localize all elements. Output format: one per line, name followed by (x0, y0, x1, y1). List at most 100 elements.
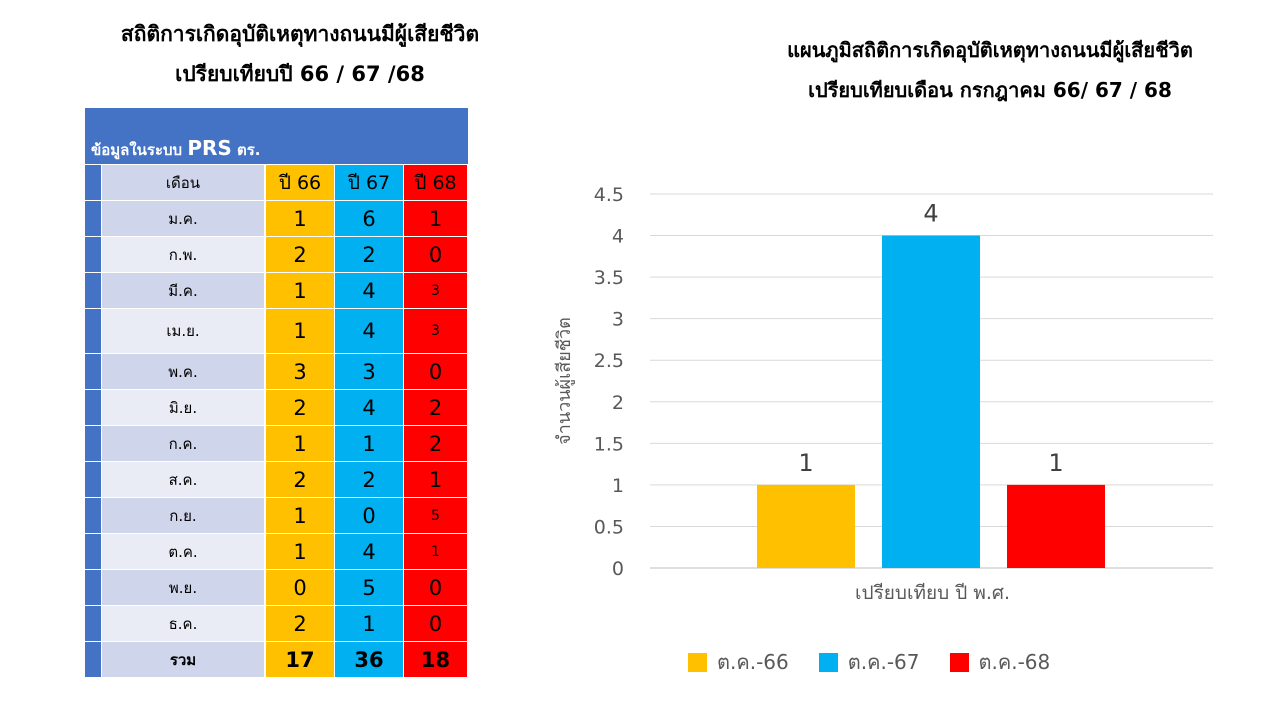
cell-y66: 17 (266, 642, 335, 677)
chart-legend: ต.ค.-66 ต.ค.-67 ต.ค.-68 (688, 646, 1050, 678)
table-row: ก.ย. 1 0 5 (85, 498, 468, 534)
header-month: เดือน (102, 165, 266, 200)
cell-month: รวม (102, 642, 266, 677)
bar-3 (1007, 484, 1105, 568)
row-strip (85, 570, 102, 605)
cell-month: มิ.ย. (102, 390, 266, 425)
bar-1 (757, 484, 855, 568)
legend-label: ต.ค.-66 (717, 650, 789, 674)
statistics-table: ข้อมูลในระบบ PRS ตร. เดือน ปี 66 ปี 67 ป… (85, 108, 468, 678)
cell-y68: 2 (404, 426, 467, 461)
y-tick-label: 0 (612, 558, 624, 580)
row-strip (85, 273, 102, 308)
cell-month: ต.ค. (102, 534, 266, 569)
y-tick-label: 2 (612, 392, 624, 414)
chart-title-line2: เปรียบเทียบเดือน กรกฎาคม 66/ 67 / 68 (808, 78, 1172, 102)
table-row: ม.ค. 1 6 1 (85, 201, 468, 237)
table-header-row: เดือน ปี 66 ปี 67 ปี 68 (85, 165, 468, 201)
bar-2 (882, 235, 980, 569)
cell-y66: 2 (266, 237, 335, 272)
cell-y67: 3 (335, 354, 404, 389)
cell-y68: 0 (404, 570, 467, 605)
y-tick-label: 4.5 (594, 184, 624, 206)
cell-y67: 1 (335, 426, 404, 461)
cell-month: พ.ย. (102, 570, 266, 605)
legend-swatch (818, 652, 838, 672)
table-total-row: รวม 17 36 18 (85, 642, 468, 678)
cell-y66: 3 (266, 354, 335, 389)
cell-y68: 3 (404, 273, 467, 308)
cell-y68: 2 (404, 390, 467, 425)
y-tick-label: 4 (612, 226, 624, 248)
cell-y66: 1 (266, 309, 335, 353)
cell-month: มี.ค. (102, 273, 266, 308)
cell-y67: 2 (335, 237, 404, 272)
cell-y67: 4 (335, 390, 404, 425)
data-label: 4 (923, 200, 938, 228)
legend-swatch (688, 652, 707, 672)
cell-y67: 1 (335, 606, 404, 641)
row-strip (85, 237, 102, 272)
cell-month: ก.ย. (102, 498, 266, 533)
cell-y67: 36 (335, 642, 404, 677)
row-strip (85, 426, 102, 461)
cell-y68: 0 (404, 354, 467, 389)
cell-y66: 1 (266, 273, 335, 308)
row-strip (85, 462, 102, 497)
cell-month: ก.พ. (102, 237, 266, 272)
header-y67: ปี 67 (335, 165, 404, 200)
row-strip (85, 642, 102, 677)
row-strip (85, 309, 102, 353)
data-label: 1 (1048, 449, 1063, 477)
table-row: เม.ย. 1 4 3 (85, 309, 468, 354)
table-row: ส.ค. 2 2 1 (85, 462, 468, 498)
table-row: มิ.ย. 2 4 2 (85, 390, 468, 426)
data-label: 1 (798, 449, 813, 477)
y-tick-label: 1.5 (594, 433, 624, 455)
cell-month: เม.ย. (102, 309, 266, 353)
table-title-line1: สถิติการเกิดอุบัติเหตุทางถนนมีผู้เสียชีว… (120, 22, 480, 46)
legend-label: ต.ค.-67 (847, 650, 920, 674)
cell-month: พ.ค. (102, 354, 266, 389)
cell-y66: 2 (266, 390, 335, 425)
table-title: สถิติการเกิดอุบัติเหตุทางถนนมีผู้เสียชีว… (70, 14, 530, 94)
chart-title: แผนภูมิสถิติการเกิดอุบัติเหตุทางถนนมีผู้… (720, 30, 1260, 110)
legend-label: ต.ค.-68 (978, 650, 1051, 674)
row-strip (85, 606, 102, 641)
cell-month: ธ.ค. (102, 606, 266, 641)
y-axis-label: จำนวนผู้เสียชีวิต (554, 317, 575, 445)
legend-item: ต.ค.-68 (949, 646, 1051, 678)
y-tick-label: 3.5 (594, 267, 624, 289)
cell-y66: 1 (266, 426, 335, 461)
y-tick-label: 0.5 (594, 516, 624, 538)
table-row: พ.ค. 3 3 0 (85, 354, 468, 390)
row-strip (85, 534, 102, 569)
cell-month: ส.ค. (102, 462, 266, 497)
table-body: เดือน ปี 66 ปี 67 ปี 68 ม.ค. 1 6 1 ก.พ. 2 2 0 มี… (85, 165, 468, 678)
cell-y66: 1 (266, 534, 335, 569)
table-caption-suffix: ตร. (231, 141, 261, 159)
row-strip (85, 390, 102, 425)
table-row: ต.ค. 1 4 1 (85, 534, 468, 570)
legend-item: ต.ค.-67 (818, 646, 920, 678)
table-title-line2: เปรียบเทียบปี 66 / 67 /68 (175, 62, 425, 86)
cell-y66: 2 (266, 606, 335, 641)
cell-y67: 5 (335, 570, 404, 605)
table-caption-prs: PRS (187, 136, 232, 160)
header-y66: ปี 66 (266, 165, 335, 200)
cell-month: ม.ค. (102, 201, 266, 236)
cell-y67: 4 (335, 309, 404, 353)
table-row: มี.ค. 1 4 3 (85, 273, 468, 309)
cell-y67: 0 (335, 498, 404, 533)
row-strip (85, 498, 102, 533)
legend-item: ต.ค.-66 (688, 646, 789, 678)
x-axis-label: เปรียบเทียบ ปี พ.ศ. (855, 582, 1010, 604)
table-caption: ข้อมูลในระบบ PRS ตร. (85, 108, 468, 165)
y-tick-label: 2.5 (594, 350, 624, 372)
cell-y68: 5 (404, 498, 467, 533)
cell-y68: 18 (404, 642, 467, 677)
row-strip (85, 165, 102, 200)
cell-y67: 2 (335, 462, 404, 497)
cell-y67: 4 (335, 534, 404, 569)
